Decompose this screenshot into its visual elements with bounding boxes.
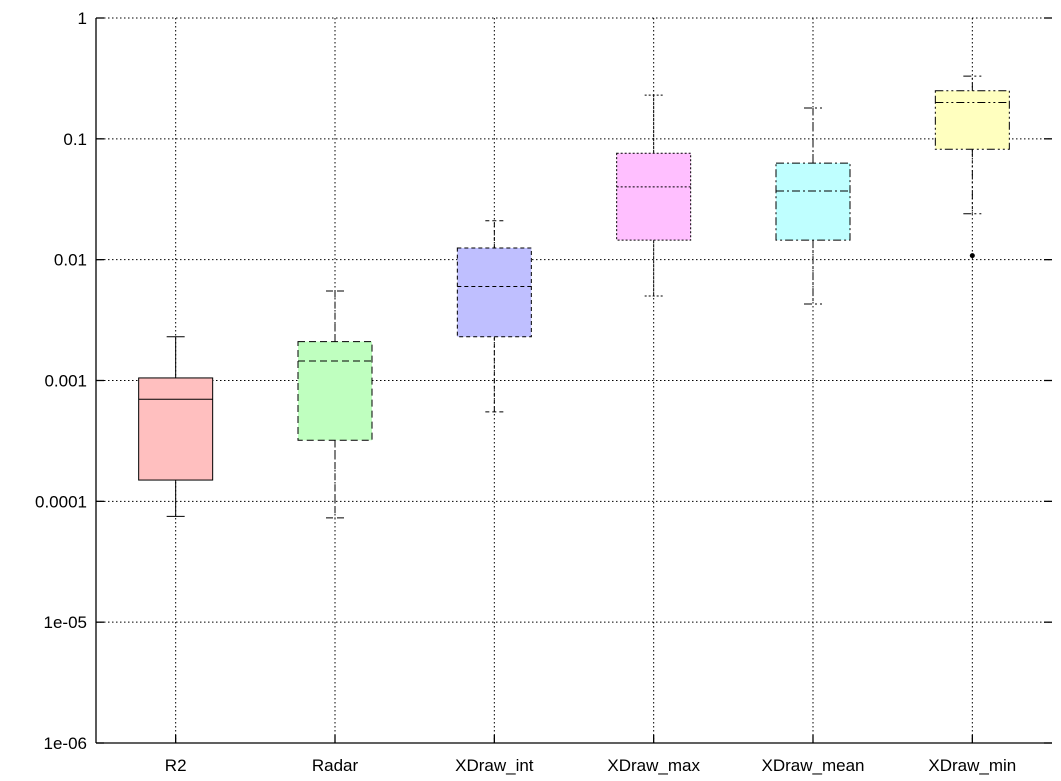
x-tick-label: XDraw_max xyxy=(607,756,700,775)
box-group-r2 xyxy=(138,336,214,517)
y-tick-label: 0.1 xyxy=(63,130,87,149)
iqr-box xyxy=(456,247,532,338)
x-tick-label: R2 xyxy=(165,756,187,775)
y-tick-label: 0.001 xyxy=(44,372,87,391)
iqr-box xyxy=(775,162,851,241)
box-group-radar xyxy=(297,290,373,519)
y-tick-label: 1 xyxy=(78,9,87,28)
iqr-box xyxy=(934,90,1010,150)
box-group-xdraw-mean xyxy=(775,107,851,305)
y-tick-label: 1e-05 xyxy=(44,613,87,632)
y-tick-label: 1e-06 xyxy=(44,734,87,753)
x-tick-label: XDraw_mean xyxy=(762,756,865,775)
y-tick-label: 0.0001 xyxy=(35,492,87,511)
axes-layer xyxy=(95,17,1052,744)
x-tick-label: XDraw_min xyxy=(928,756,1016,775)
outlier-point xyxy=(969,253,975,259)
box-group-xdraw-min xyxy=(934,75,1010,259)
boxes-layer xyxy=(138,75,1010,519)
box-group-xdraw-max xyxy=(616,94,692,297)
x-tick-label: Radar xyxy=(312,756,359,775)
iqr-box xyxy=(138,377,214,481)
box-group-xdraw-int xyxy=(456,220,532,413)
iqr-box xyxy=(616,152,692,241)
grid-layer xyxy=(96,17,1052,743)
x-tick-label: XDraw_int xyxy=(455,756,534,775)
labels-layer: 1 0.1 0.01 0.001 0.0001 1e-05 1e-06 R2 Radar XDra… xyxy=(35,9,1016,775)
y-tick-label: 0.01 xyxy=(54,251,87,270)
iqr-box xyxy=(297,341,373,441)
